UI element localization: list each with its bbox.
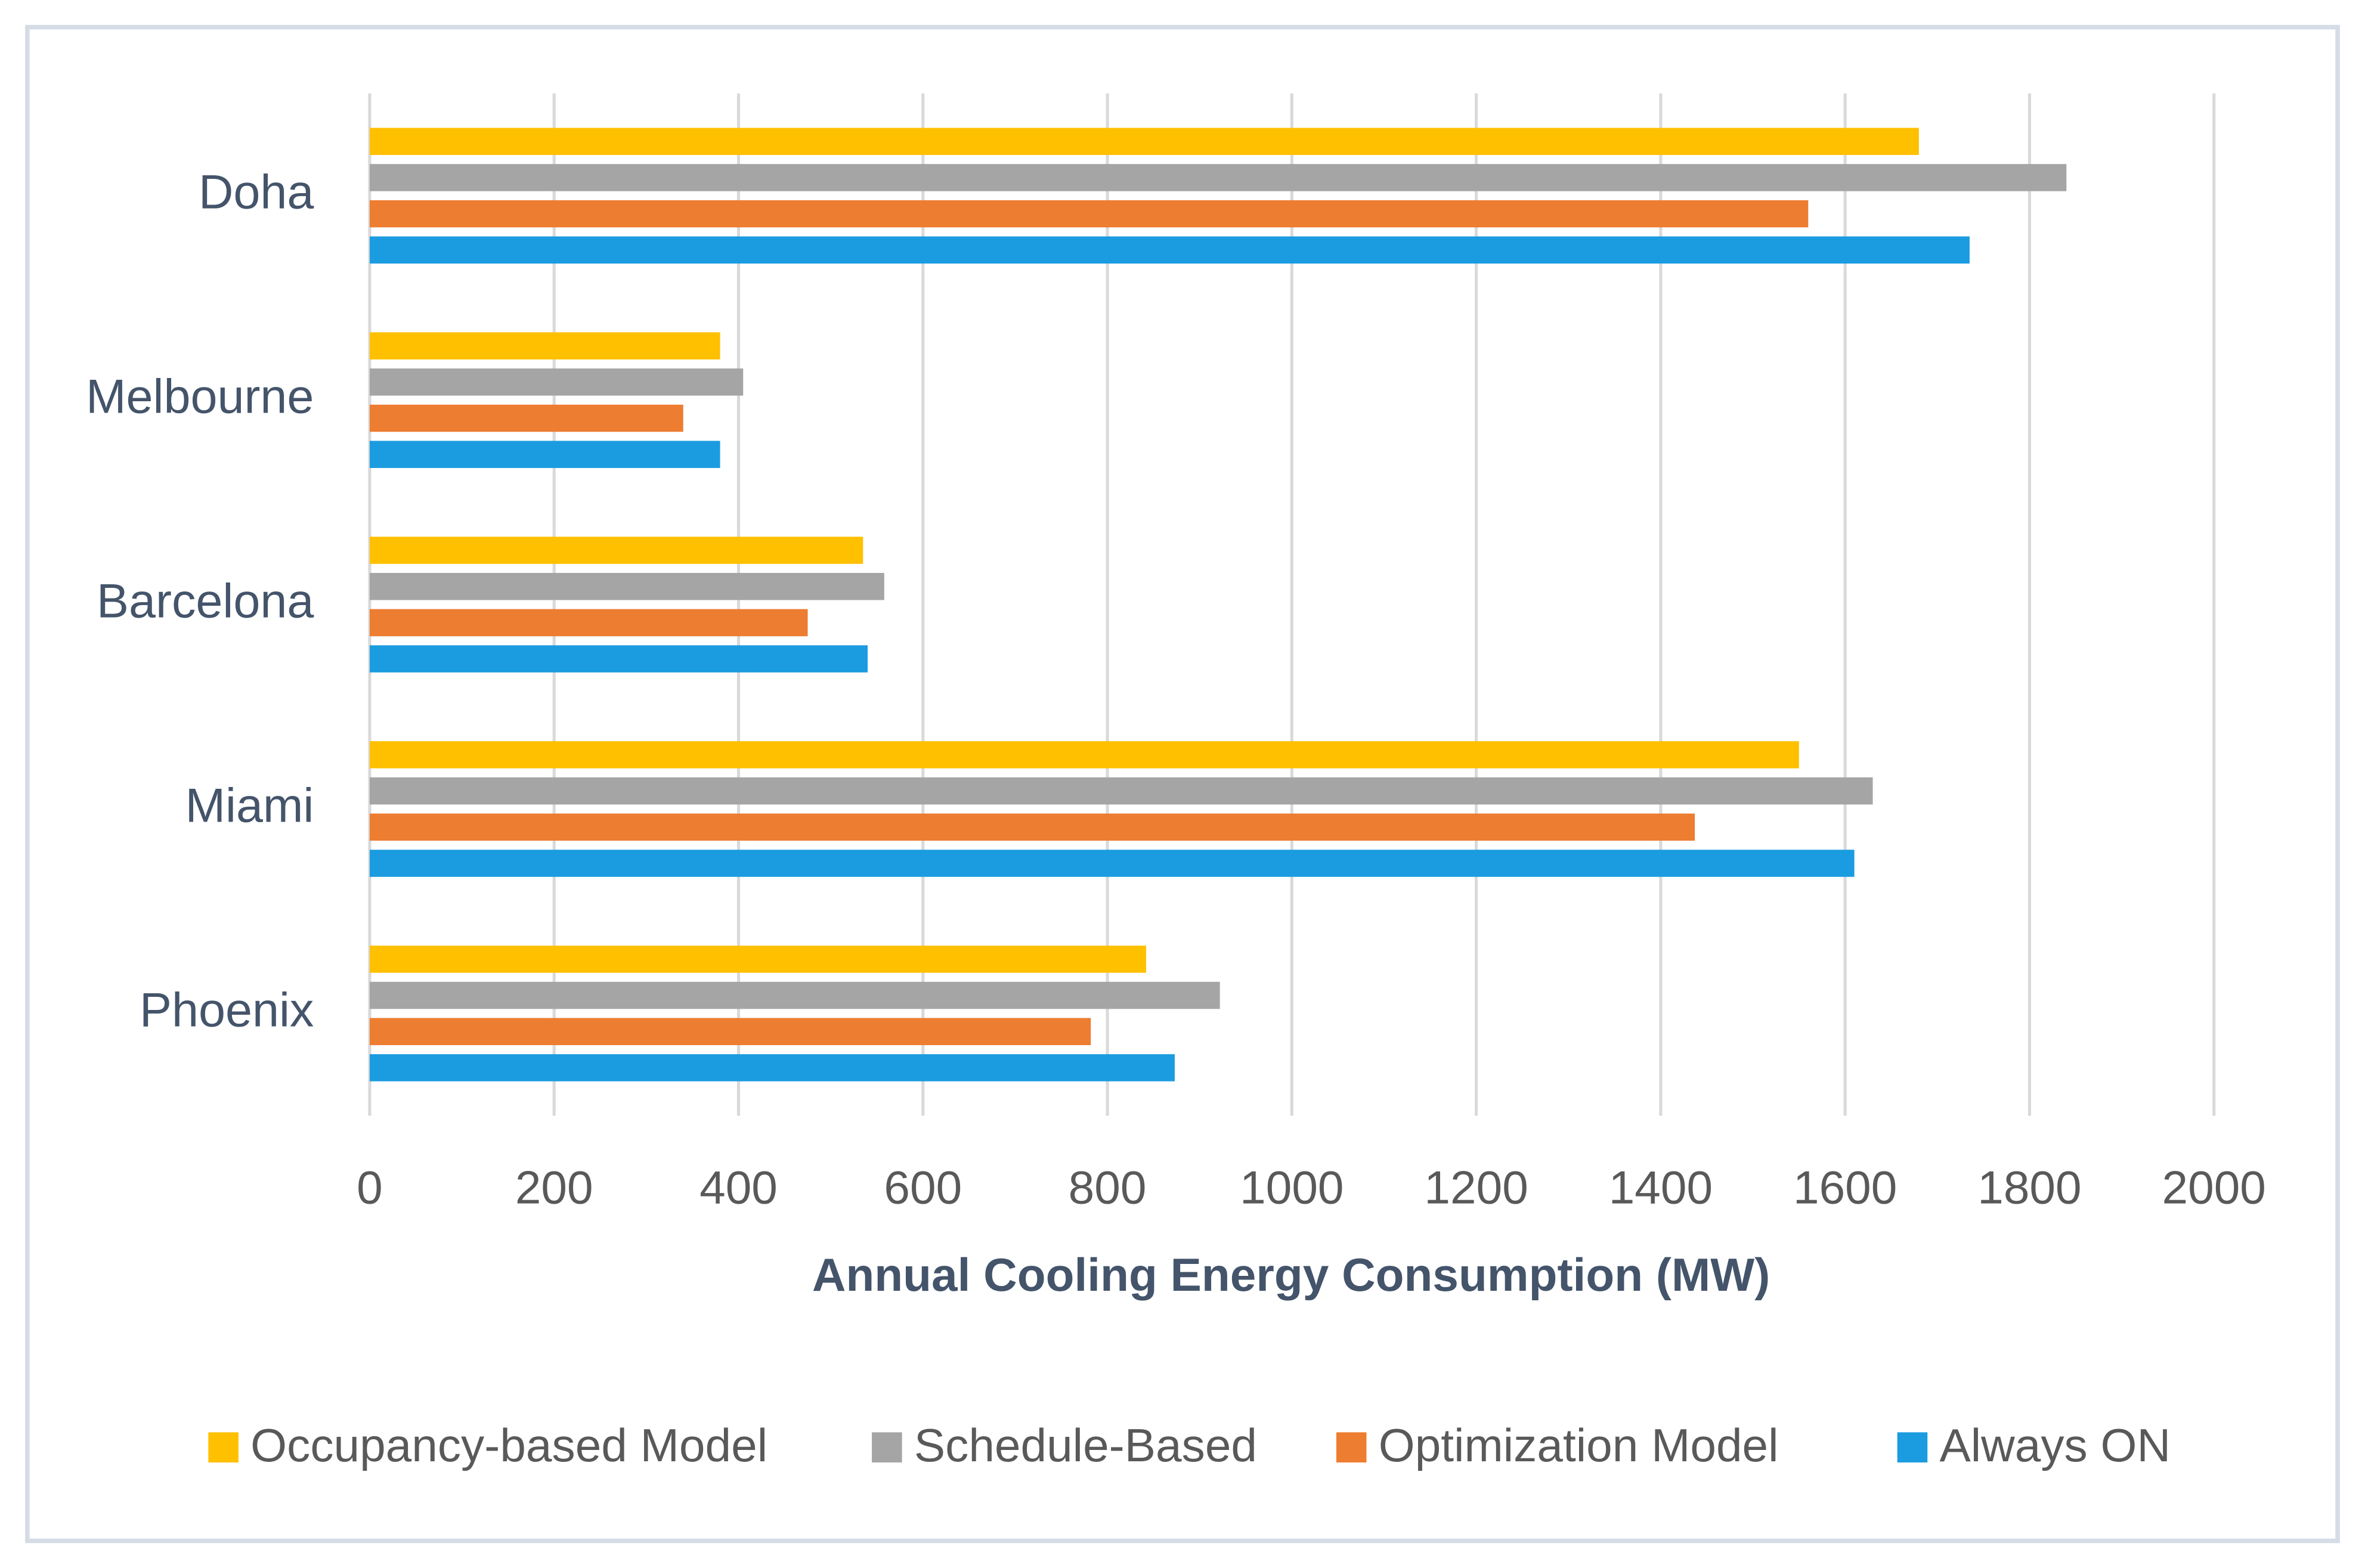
legend-label: Always ON [1939, 1419, 2171, 1471]
legend-swatch [1897, 1432, 1928, 1462]
x-tick-label: 400 [699, 1161, 778, 1213]
bar [369, 332, 720, 360]
bar [369, 777, 1873, 805]
legend-label: Optimization Model [1379, 1419, 1779, 1471]
x-tick-label: 1000 [1240, 1161, 1344, 1213]
legend-swatch [208, 1432, 239, 1462]
x-axis-title: Annual Cooling Energy Consumption (MW) [812, 1248, 1770, 1301]
x-tick-label: 800 [1069, 1161, 1147, 1213]
x-tick-label: 1400 [1609, 1161, 1713, 1213]
x-tick-label: 1800 [1977, 1161, 2081, 1213]
bar [369, 572, 884, 600]
y-tick-label: Melbourne [86, 370, 314, 424]
bar [369, 1054, 1175, 1082]
bar [369, 537, 863, 564]
bar [369, 128, 1919, 155]
bar [369, 741, 1799, 768]
legend-label: Occupancy-based Model [250, 1419, 767, 1471]
bar [369, 164, 2067, 191]
bar [369, 981, 1220, 1009]
x-tick-label: 600 [884, 1161, 962, 1213]
bar [369, 441, 720, 468]
bar [369, 645, 868, 673]
bar [369, 609, 808, 637]
y-tick-label: Phoenix [140, 983, 314, 1037]
x-tick-label: 200 [515, 1161, 593, 1213]
bar [369, 946, 1147, 973]
legend-label: Schedule-Based [914, 1419, 1257, 1471]
bar [369, 200, 1809, 228]
bar [369, 813, 1695, 841]
legend-swatch [872, 1432, 902, 1462]
bar [369, 404, 683, 432]
bar [369, 236, 1970, 264]
bar [369, 368, 744, 396]
x-tick-label: 1600 [1793, 1161, 1897, 1213]
x-tick-label: 0 [357, 1161, 383, 1213]
y-tick-label: Miami [185, 779, 314, 832]
legend-swatch [1336, 1432, 1367, 1462]
x-tick-label: 2000 [2162, 1161, 2266, 1213]
bar [369, 850, 1855, 877]
x-tick-label: 1200 [1424, 1161, 1528, 1213]
y-tick-label: Doha [199, 166, 314, 219]
y-tick-label: Barcelona [97, 574, 314, 628]
bar [369, 1018, 1091, 1045]
